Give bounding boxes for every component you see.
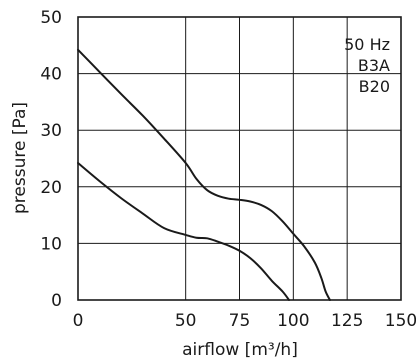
annotation-model-b20: B20 (359, 77, 390, 96)
annotations: 50 Hz B3A B20 (344, 35, 390, 96)
x-tick-label: 125 (331, 311, 363, 331)
x-tick-label: 0 (73, 311, 84, 331)
lower-curve-line (77, 162, 291, 301)
y-tick-labels: 0 10 20 30 40 50 (40, 8, 62, 311)
y-tick-label: 30 (40, 121, 62, 141)
x-tick-label: 150 (385, 311, 416, 331)
y-tick-label: 40 (40, 65, 62, 85)
x-tick-labels: 0 50 75 100 125 150 (73, 311, 416, 331)
y-tick-label: 0 (51, 291, 62, 311)
grid-lines (77, 16, 402, 301)
annotation-model-b3a: B3A (358, 56, 390, 75)
y-tick-label: 20 (40, 178, 62, 198)
plot-frame (77, 16, 402, 301)
x-tick-label: 100 (277, 311, 309, 331)
x-axis-label: airflow [m³/h] (182, 340, 298, 358)
y-tick-label: 50 (40, 8, 62, 28)
y-tick-label: 10 (40, 234, 62, 254)
annotation-frequency: 50 Hz (344, 35, 390, 54)
x-tick-label: 50 (175, 311, 197, 331)
x-tick-label: 75 (229, 311, 251, 331)
y-axis-label: pressure [Pa] (10, 102, 30, 214)
upper-curve-line (77, 48, 331, 301)
curves (77, 48, 331, 301)
